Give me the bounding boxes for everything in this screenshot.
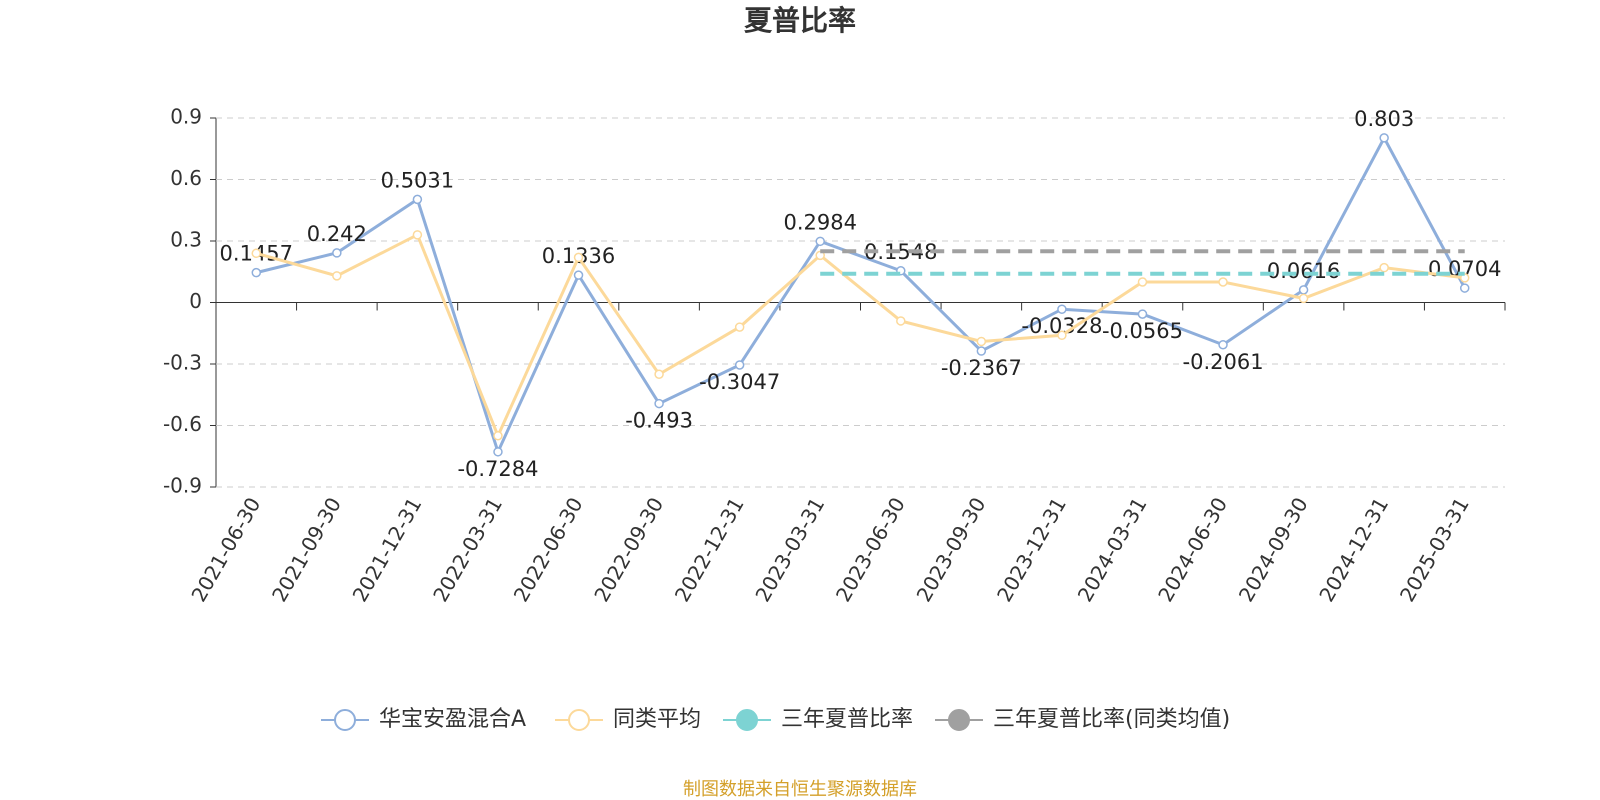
data-label: 0.242 [307,222,367,246]
legend-symbol [736,709,758,731]
point [251,248,262,259]
x-tick-label: 2021-06-30 [186,493,265,606]
point [734,360,745,370]
data-label: 0.0616 [1267,259,1340,283]
legend-label: 同类平均 [613,707,701,732]
point [976,346,987,356]
data-label: -0.3047 [699,370,780,394]
y-tick-label: 0.9 [170,105,202,129]
x-tick-label: 2024-03-31 [1073,493,1152,606]
point [251,267,262,278]
y-tick-label: -0.6 [163,412,202,436]
point [1057,330,1067,341]
point [1459,283,1470,293]
legend-item[interactable]: 同类平均 [555,707,701,732]
legend-symbol [948,709,970,731]
point [493,447,503,457]
x-tick-label: 2022-12-31 [670,493,749,606]
point [412,230,423,240]
point [734,322,745,332]
data-label: -0.2367 [941,356,1022,380]
point [1298,293,1309,304]
legend-symbol [568,709,590,731]
data-label: -0.0565 [1102,319,1183,343]
point [1137,277,1148,287]
x-tick-label: 2022-03-31 [428,493,507,606]
x-tick-label: 2024-06-30 [1153,493,1232,606]
data-label: -0.493 [625,409,693,433]
x-tick-label: 2023-09-30 [912,493,991,606]
source-note: 制图数据来自恒生聚源数据库 [683,779,917,800]
data-label: 0.5031 [381,168,454,192]
y-tick-label: 0 [189,289,202,313]
point [815,236,825,247]
point [1218,277,1228,287]
chart-title: 夏普比率 [744,4,856,37]
y-tick-label: 0.3 [170,228,202,252]
x-tick-label: 2025-03-31 [1395,493,1474,606]
point [573,252,584,263]
data-label: 0.803 [1354,107,1414,131]
point [1137,309,1148,319]
point [976,336,987,347]
point [896,316,906,326]
series-line [255,134,1467,456]
series-line [255,232,1465,440]
point [654,369,664,379]
y-tick-label: 0.6 [170,166,202,190]
legend-label: 三年夏普比率 [781,707,913,732]
point [573,270,584,280]
x-tick-label: 2022-09-30 [589,493,668,606]
legend-label: 华宝安盈混合A [379,707,526,732]
legend-label: 三年夏普比率(同类均值) [993,707,1230,732]
y-tick-label: -0.3 [163,351,202,375]
x-tick-label: 2023-03-31 [750,493,829,606]
point [332,271,342,281]
point [412,194,423,205]
legend-item[interactable]: 三年夏普比率(同类均值) [935,707,1230,732]
x-tick-label: 2024-09-30 [1234,493,1313,606]
point [493,431,503,441]
data-label: 0.1548 [864,240,937,264]
data-label: -0.2061 [1183,350,1264,374]
legend-item[interactable]: 三年夏普比率 [723,707,913,732]
y-tick-label: -0.9 [163,474,202,498]
point [1379,262,1389,273]
legend-item[interactable]: 华宝安盈混合A [321,707,526,732]
legend-symbol [334,709,356,731]
x-tick-label: 2021-09-30 [267,493,346,606]
x-tick-label: 2023-06-30 [831,493,910,606]
point [332,248,342,258]
point [1057,304,1067,314]
x-tick-label: 2024-12-31 [1314,493,1393,606]
data-label: 0.2984 [783,210,856,234]
point [1218,340,1228,350]
data-label: -0.7284 [457,457,538,481]
point [654,398,664,409]
x-tick-label: 2022-06-30 [509,493,588,606]
x-tick-label: 2021-12-31 [348,493,427,606]
point [1379,133,1389,143]
x-tick-label: 2023-12-31 [992,493,1071,606]
point [1298,285,1309,295]
